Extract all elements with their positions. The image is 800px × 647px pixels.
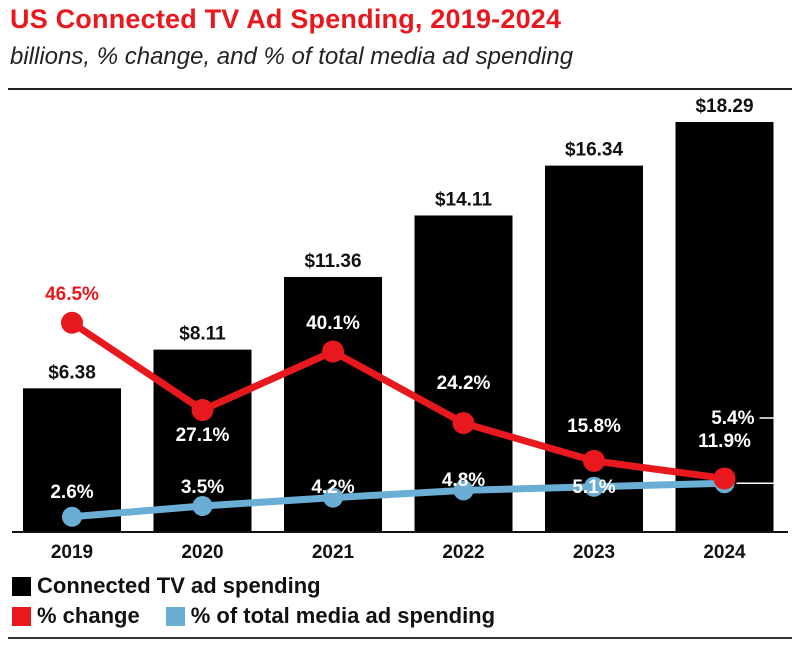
share-label-2022: 4.8% — [442, 470, 485, 491]
x-tick-label-2024: 2024 — [703, 542, 746, 563]
change-line — [70, 319, 725, 482]
change-label-2023: 15.8% — [567, 416, 621, 437]
legend-item-spending: Connected TV ad spending — [12, 573, 321, 599]
legend-item-change: % change — [12, 603, 140, 629]
change-point-2022 — [452, 412, 475, 435]
bar-value-label-2024: $18.29 — [695, 96, 753, 117]
bar-2024 — [675, 122, 774, 531]
share-point-2020 — [192, 496, 213, 516]
share-label-2023: 5.1% — [572, 477, 615, 498]
legend-row-2: % change % of total media ad spending — [12, 603, 521, 629]
x-tick-label-2019: 2019 — [51, 542, 93, 563]
bar-value-label-2021: $11.36 — [304, 251, 361, 272]
chart-subtitle: billions, % change, and % of total media… — [10, 43, 574, 70]
change-point-2023 — [583, 449, 605, 472]
change-label-2020: 27.1% — [176, 425, 230, 446]
bar-value-label-2022: $14.11 — [435, 189, 492, 210]
x-tick-label-2020: 2020 — [181, 542, 223, 563]
share-point-2021 — [323, 487, 343, 508]
change-point-2019 — [61, 311, 83, 334]
share-label-2021: 4.2% — [311, 477, 354, 498]
top-divider — [8, 88, 792, 90]
change-point-2020 — [191, 399, 214, 422]
share-point-2019 — [62, 506, 82, 527]
legend-swatch-change — [12, 606, 31, 626]
change-point-2021 — [322, 340, 344, 363]
legend-swatch-share — [165, 606, 185, 626]
bar-value-label-2023: $16.34 — [565, 140, 624, 161]
change-point-2024 — [713, 467, 736, 490]
share-line — [71, 479, 725, 521]
change-label-2021: 40.1% — [306, 313, 360, 334]
x-tick-label-2021: 2021 — [312, 542, 355, 563]
x-tick-label-2023: 2023 — [573, 542, 615, 563]
share-label-2020: 3.5% — [181, 477, 224, 498]
legend-item-share: % of total media ad spending — [165, 603, 496, 629]
share-label-connector — [736, 417, 791, 484]
legend-row-1: Connected TV ad spending — [12, 573, 347, 599]
chart-plot: $6.38 2019 $8.11 2020 $11.36 2021 $14.11 2022 $1… — [12, 96, 791, 563]
change-label-2019: 46.5% — [45, 284, 99, 305]
share-label-2019: 2.6% — [50, 482, 93, 503]
legend-swatch-spending — [12, 576, 31, 596]
bar-value-label-2019: $6.38 — [48, 362, 96, 383]
change-label-2022: 24.2% — [437, 373, 491, 394]
legend-label-change: % change — [37, 603, 140, 628]
chart-title: US Connected TV Ad Spending, 2019-2024 — [10, 4, 562, 34]
legend-label-spending: Connected TV ad spending — [37, 573, 321, 598]
x-tick-label-2022: 2022 — [442, 542, 484, 563]
legend-label-share: % of total media ad spending — [190, 603, 496, 628]
share-label-2024: 5.4% — [711, 408, 754, 429]
change-label-2024: 11.9% — [698, 431, 751, 452]
bar-2022 — [414, 215, 513, 531]
share-point-2023 — [584, 476, 604, 497]
bottom-divider — [8, 637, 792, 639]
share-point-2022 — [453, 480, 474, 501]
bar-value-label-2020: $8.11 — [179, 324, 226, 345]
